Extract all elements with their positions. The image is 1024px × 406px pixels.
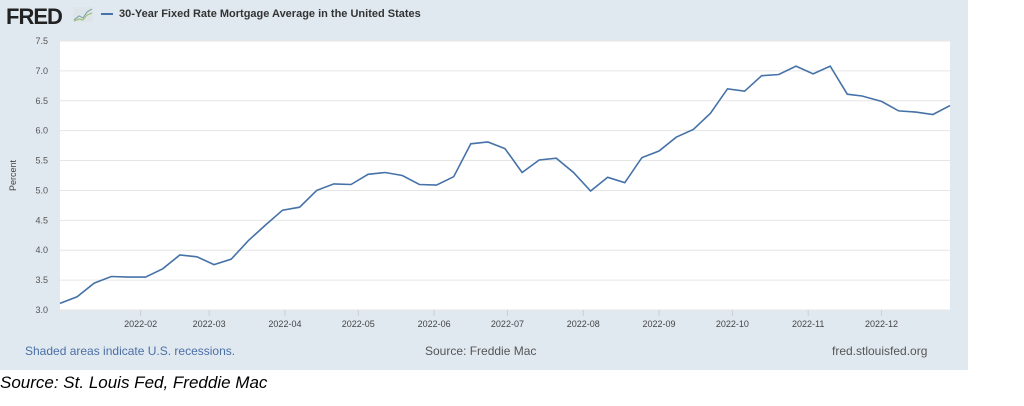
recession-note[interactable]: Shaded areas indicate U.S. recessions. [25, 344, 236, 358]
plot-area [60, 41, 950, 310]
x-tick-label: 2022-10 [716, 319, 749, 329]
x-tick-label: 2022-05 [342, 319, 375, 329]
x-tick-label: 2022-03 [193, 319, 226, 329]
y-tick-label: 6.0 [35, 126, 48, 136]
legend-label: 30-Year Fixed Rate Mortgage Average in t… [119, 8, 421, 20]
y-tick-label: 7.5 [35, 36, 48, 46]
x-tick-label: 2022-08 [567, 319, 600, 329]
x-tick-label: 2022-07 [491, 319, 524, 329]
y-tick-label: 6.5 [35, 96, 48, 106]
y-tick-label: 5.0 [35, 185, 48, 195]
y-tick-label: 3.5 [35, 275, 48, 285]
y-axis-label: Percent [8, 159, 18, 191]
x-tick-label: 2022-12 [865, 319, 898, 329]
x-tick-label: 2022-02 [124, 319, 157, 329]
legend-swatch [101, 13, 113, 16]
x-tick-label: 2022-06 [418, 319, 451, 329]
x-tick-label: 2022-11 [792, 319, 824, 329]
site-link[interactable]: fred.stlouisfed.org [832, 344, 928, 358]
y-tick-label: 3.0 [35, 305, 48, 315]
y-tick-label: 4.5 [35, 215, 48, 225]
chart-logo-icon [73, 7, 93, 22]
y-tick-label: 5.5 [35, 156, 48, 166]
line-chart: 3.0 3.5 4.0 4.5 5.0 5.5 6.0 6.5 7.0 7.5 2022-02 202… [8, 36, 951, 329]
legend: 30-Year Fixed Rate Mortgage Average in t… [101, 8, 421, 20]
x-tick-label: 2022-09 [643, 319, 676, 329]
caption: Source: St. Louis Fed, Freddie Mac [0, 373, 268, 392]
y-tick-label: 7.0 [35, 66, 48, 76]
fred-logo[interactable]: FRED [6, 4, 63, 29]
y-tick-label: 4.0 [35, 245, 48, 255]
source-label: Source: Freddie Mac [425, 344, 537, 358]
x-tick-label: 2022-04 [268, 319, 301, 329]
